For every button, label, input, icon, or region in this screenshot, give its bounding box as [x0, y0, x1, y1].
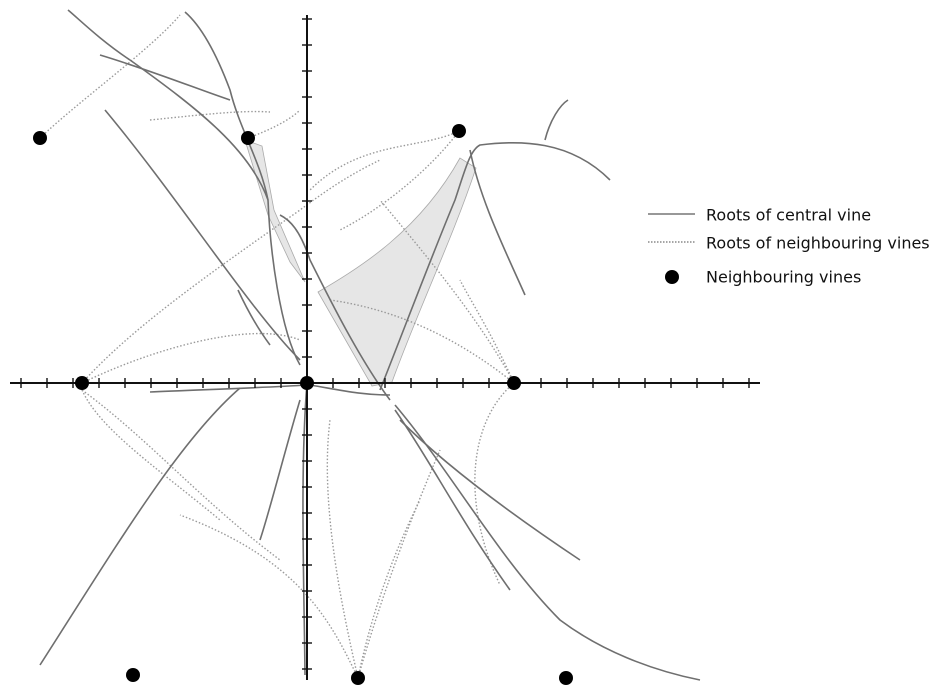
vine — [75, 376, 89, 390]
vines — [33, 124, 573, 685]
neighbour-roots — [40, 15, 514, 678]
central-vine — [300, 376, 314, 390]
legend-label: Neighbouring vines — [706, 268, 861, 287]
vine — [559, 671, 573, 685]
root-diagram: Roots of central vine Roots of neighbour… — [0, 0, 948, 688]
legend-dot — [665, 270, 679, 284]
vine — [241, 131, 255, 145]
legend-label: Roots of neighbouring vines — [706, 234, 930, 253]
legend: Roots of central vine Roots of neighbour… — [648, 206, 930, 287]
vine — [33, 131, 47, 145]
legend-label: Roots of central vine — [706, 206, 871, 225]
vine — [452, 124, 466, 138]
vine — [507, 376, 521, 390]
vine — [126, 668, 140, 682]
shaded-areas — [245, 140, 476, 386]
vine — [351, 671, 365, 685]
